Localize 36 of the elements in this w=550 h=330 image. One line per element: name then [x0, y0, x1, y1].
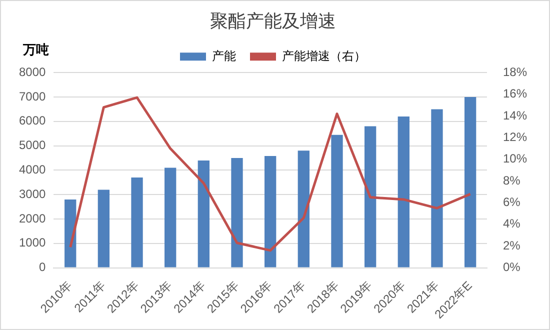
y2-tick-label: 6%: [502, 195, 521, 210]
bar: [164, 168, 176, 268]
y-tick-label: 4000: [18, 162, 46, 177]
y-tick-label: 7000: [18, 89, 46, 104]
y-axis-title: 万吨: [22, 42, 49, 58]
chart-title: 聚酯产能及增速: [210, 10, 336, 31]
y-tick-label: 3000: [18, 186, 46, 201]
y2-tick-label: 16%: [502, 86, 528, 101]
bar: [364, 126, 376, 268]
y2-tick-label: 2%: [502, 238, 521, 252]
y-tick-label: 8000: [18, 64, 46, 79]
y2-tick-label: 14%: [502, 108, 528, 122]
y-tick-label: 6000: [18, 114, 46, 128]
y2-tick-label: 4%: [502, 216, 521, 231]
y2-tick-label: 0%: [502, 260, 521, 274]
y2-tick-label: 10%: [502, 152, 528, 166]
y2-tick-label: 8%: [502, 173, 521, 188]
bar: [131, 178, 143, 268]
y2-tick-label: 12%: [502, 130, 528, 144]
legend-label: 产能: [212, 48, 236, 63]
bar: [431, 109, 443, 268]
bar: [64, 199, 76, 268]
y2-tick-label: 18%: [502, 64, 528, 79]
legend-label: 产能增速（右）: [282, 48, 366, 63]
y-tick-label: 1000: [18, 236, 46, 250]
bar: [98, 190, 110, 268]
bar: [398, 116, 410, 268]
bar: [298, 150, 310, 268]
bar: [264, 156, 276, 268]
bar: [198, 160, 210, 268]
bar: [464, 97, 476, 268]
bar: [231, 158, 243, 268]
y-tick-label: 5000: [18, 138, 46, 152]
bar: [331, 134, 343, 268]
y-tick-label: 2000: [18, 211, 46, 226]
y-tick-label: 0: [39, 260, 46, 274]
